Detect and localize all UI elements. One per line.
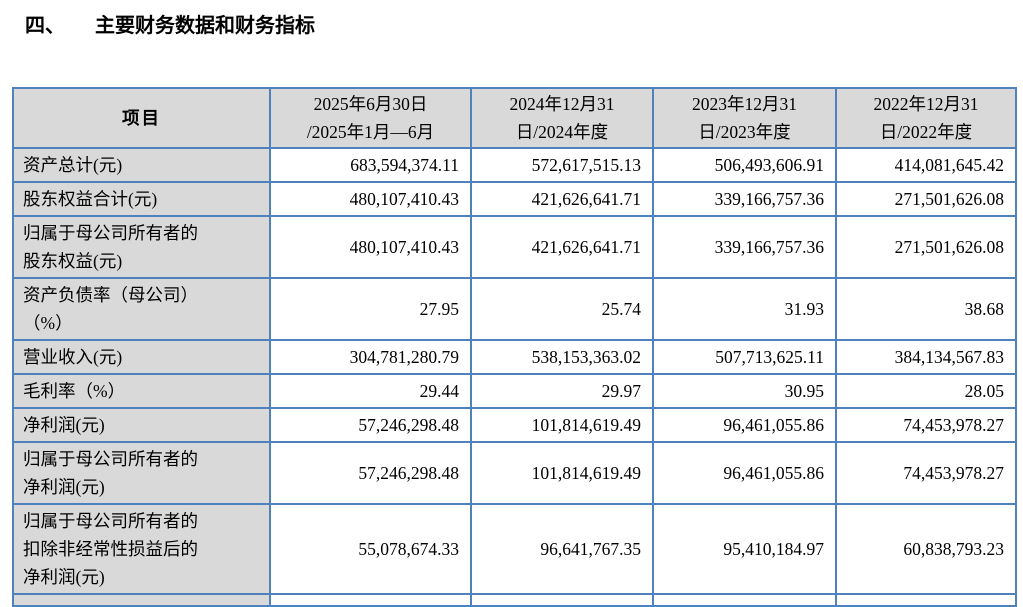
row-value: 384,134,567.83 [835,339,1017,375]
table-row: 归属于母公司所有者的 扣除非经常性损益后的 净利润(元) 55,078,674.3… [12,503,1017,595]
row-value: 421,626,641.71 [470,215,654,279]
row-value: 96,461,055.86 [652,441,837,505]
row-value: 60,838,793.23 [835,503,1017,595]
row-value: 74,453,978.27 [835,407,1017,443]
row-label: 资产负债率（母公司） （%） [12,277,271,341]
column-header-item: 项目 [12,87,271,149]
table-row-partial [12,593,1017,607]
table-row: 资产总计(元) 683,594,374.11 572,617,515.13 506,4… [12,147,1017,183]
table-body: 资产总计(元) 683,594,374.11 572,617,515.13 506,4… [12,147,1017,607]
table-row: 营业收入(元) 304,781,280.79 538,153,363.02 507,7… [12,339,1017,375]
column-header-2025: 2025年6月30日 /2025年1月—6月 [269,87,472,149]
document-page: { "section": { "number": "四、", "title": … [0,12,1023,607]
table-row: 归属于母公司所有者的 股东权益(元) 480,107,410.43 421,626,… [12,215,1017,279]
row-value: 28.05 [835,373,1017,409]
table-row: 毛利率（%） 29.44 29.97 30.95 28.05 [12,373,1017,409]
row-value: 74,453,978.27 [835,441,1017,505]
row-value: 29.97 [470,373,654,409]
financial-data-table: 项目 2025年6月30日 /2025年1月—6月 2024年12月31 日/2… [12,87,1017,607]
row-value: 25.74 [470,277,654,341]
row-value: 31.93 [652,277,837,341]
row-value [835,593,1017,607]
column-header-2022: 2022年12月31 日/2022年度 [835,87,1017,149]
table-row: 股东权益合计(元) 480,107,410.43 421,626,641.71 339… [12,181,1017,217]
row-value: 29.44 [269,373,472,409]
row-label: 归属于母公司所有者的 扣除非经常性损益后的 净利润(元) [12,503,271,595]
row-value: 271,501,626.08 [835,181,1017,217]
row-value: 480,107,410.43 [269,215,472,279]
row-value: 27.95 [269,277,472,341]
row-value [652,593,837,607]
section-title-text: 主要财务数据和财务指标 [95,15,315,37]
row-value: 38.68 [835,277,1017,341]
row-label [12,593,271,607]
row-value: 57,246,298.48 [269,441,472,505]
row-label: 归属于母公司所有者的 净利润(元) [12,441,271,505]
row-value: 683,594,374.11 [269,147,472,183]
row-value: 55,078,674.33 [269,503,472,595]
table-header: 项目 2025年6月30日 /2025年1月—6月 2024年12月31 日/2… [12,87,1017,149]
row-value: 538,153,363.02 [470,339,654,375]
row-value: 101,814,619.49 [470,407,654,443]
section-number: 四、 [25,15,65,37]
row-value [470,593,654,607]
row-value: 414,081,645.42 [835,147,1017,183]
row-value: 271,501,626.08 [835,215,1017,279]
row-value: 30.95 [652,373,837,409]
row-label: 股东权益合计(元) [12,181,271,217]
row-value: 339,166,757.36 [652,215,837,279]
table-row: 归属于母公司所有者的 净利润(元) 57,246,298.48 101,814,61… [12,441,1017,505]
row-value: 304,781,280.79 [269,339,472,375]
row-label: 营业收入(元) [12,339,271,375]
row-value: 507,713,625.11 [652,339,837,375]
row-label: 毛利率（%） [12,373,271,409]
row-value: 506,493,606.91 [652,147,837,183]
row-label: 归属于母公司所有者的 股东权益(元) [12,215,271,279]
row-value: 96,461,055.86 [652,407,837,443]
row-value: 480,107,410.43 [269,181,472,217]
row-value: 101,814,619.49 [470,441,654,505]
row-value: 572,617,515.13 [470,147,654,183]
row-value: 95,410,184.97 [652,503,837,595]
row-value: 421,626,641.71 [470,181,654,217]
row-value: 57,246,298.48 [269,407,472,443]
row-label: 资产总计(元) [12,147,271,183]
row-label: 净利润(元) [12,407,271,443]
table-row: 净利润(元) 57,246,298.48 101,814,619.49 96,461,… [12,407,1017,443]
column-header-2023: 2023年12月31 日/2023年度 [652,87,837,149]
row-value: 96,641,767.35 [470,503,654,595]
table-row: 资产负债率（母公司） （%） 27.95 25.74 31.93 38.68 [12,277,1017,341]
header-row: 项目 2025年6月30日 /2025年1月—6月 2024年12月31 日/2… [12,87,1017,149]
section-title: 四、 主要财务数据和财务指标 [25,12,1023,40]
row-value [269,593,472,607]
row-value: 339,166,757.36 [652,181,837,217]
column-header-2024: 2024年12月31 日/2024年度 [470,87,654,149]
